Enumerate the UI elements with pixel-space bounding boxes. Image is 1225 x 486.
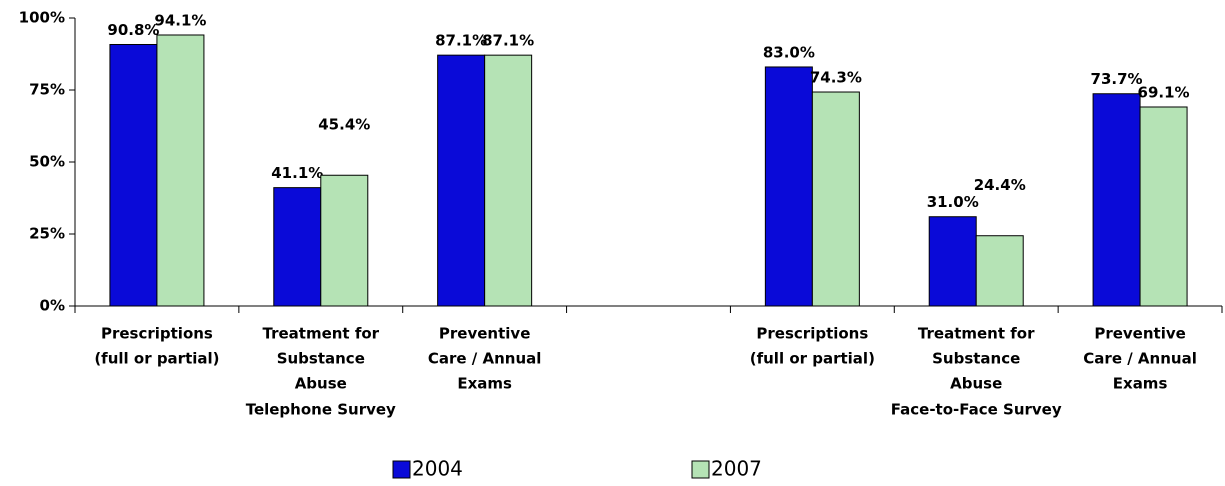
value-label: 90.8%	[107, 21, 159, 39]
y-tick-label: 100%	[19, 9, 65, 27]
value-label: 87.1%	[482, 32, 534, 50]
legend-label: 2004	[412, 457, 463, 481]
bar	[320, 174, 369, 307]
x-tick-label: Exams	[1113, 375, 1168, 393]
bar	[811, 91, 860, 307]
bar	[109, 43, 158, 307]
legend-swatch	[392, 460, 411, 479]
legend-swatch	[691, 460, 710, 479]
value-label: 83.0%	[763, 43, 815, 61]
bar	[928, 216, 977, 307]
value-label: 73.7%	[1091, 70, 1143, 88]
value-label: 31.0%	[927, 193, 979, 211]
value-label: 69.1%	[1138, 83, 1190, 101]
y-tick-label: 25%	[29, 225, 65, 243]
x-tick-label: Abuse	[950, 375, 1002, 393]
x-tick-label: Preventive	[439, 325, 530, 343]
x-tick-label: Preventive	[1094, 325, 1185, 343]
x-tick-label: (full or partial)	[94, 350, 219, 368]
value-label: 87.1%	[435, 32, 487, 50]
y-tick-label: 0%	[40, 297, 65, 315]
y-tick-label: 75%	[29, 81, 65, 99]
value-label: 94.1%	[154, 11, 206, 29]
x-tick-label: Care / Annual	[428, 350, 542, 368]
x-tick-label: Prescriptions	[101, 325, 213, 343]
value-label: 74.3%	[810, 69, 862, 87]
x-tick-label: Substance	[277, 350, 365, 368]
x-tick-label: Exams	[457, 375, 512, 393]
group-label: Face-to-Face Survey	[891, 401, 1062, 419]
x-tick-label: Care / Annual	[1083, 350, 1197, 368]
x-tick-label: Treatment for	[263, 325, 380, 343]
bar	[764, 66, 813, 307]
x-tick-label: Abuse	[295, 375, 347, 393]
x-tick-label: (full or partial)	[750, 350, 875, 368]
x-tick-label: Prescriptions	[756, 325, 868, 343]
bar	[1092, 93, 1141, 307]
bar	[273, 187, 322, 307]
legend-label: 2007	[711, 457, 762, 481]
bar	[975, 235, 1024, 307]
x-tick-label: Substance	[932, 350, 1020, 368]
value-label: 24.4%	[974, 176, 1026, 194]
value-label: 41.1%	[271, 164, 323, 182]
bar	[156, 34, 205, 307]
value-label: 45.4%	[318, 116, 370, 134]
bar	[484, 54, 533, 307]
bar	[437, 54, 486, 307]
y-tick-label: 50%	[29, 153, 65, 171]
group-label: Telephone Survey	[246, 401, 396, 419]
bar	[1139, 106, 1188, 307]
x-tick-label: Treatment for	[918, 325, 1035, 343]
